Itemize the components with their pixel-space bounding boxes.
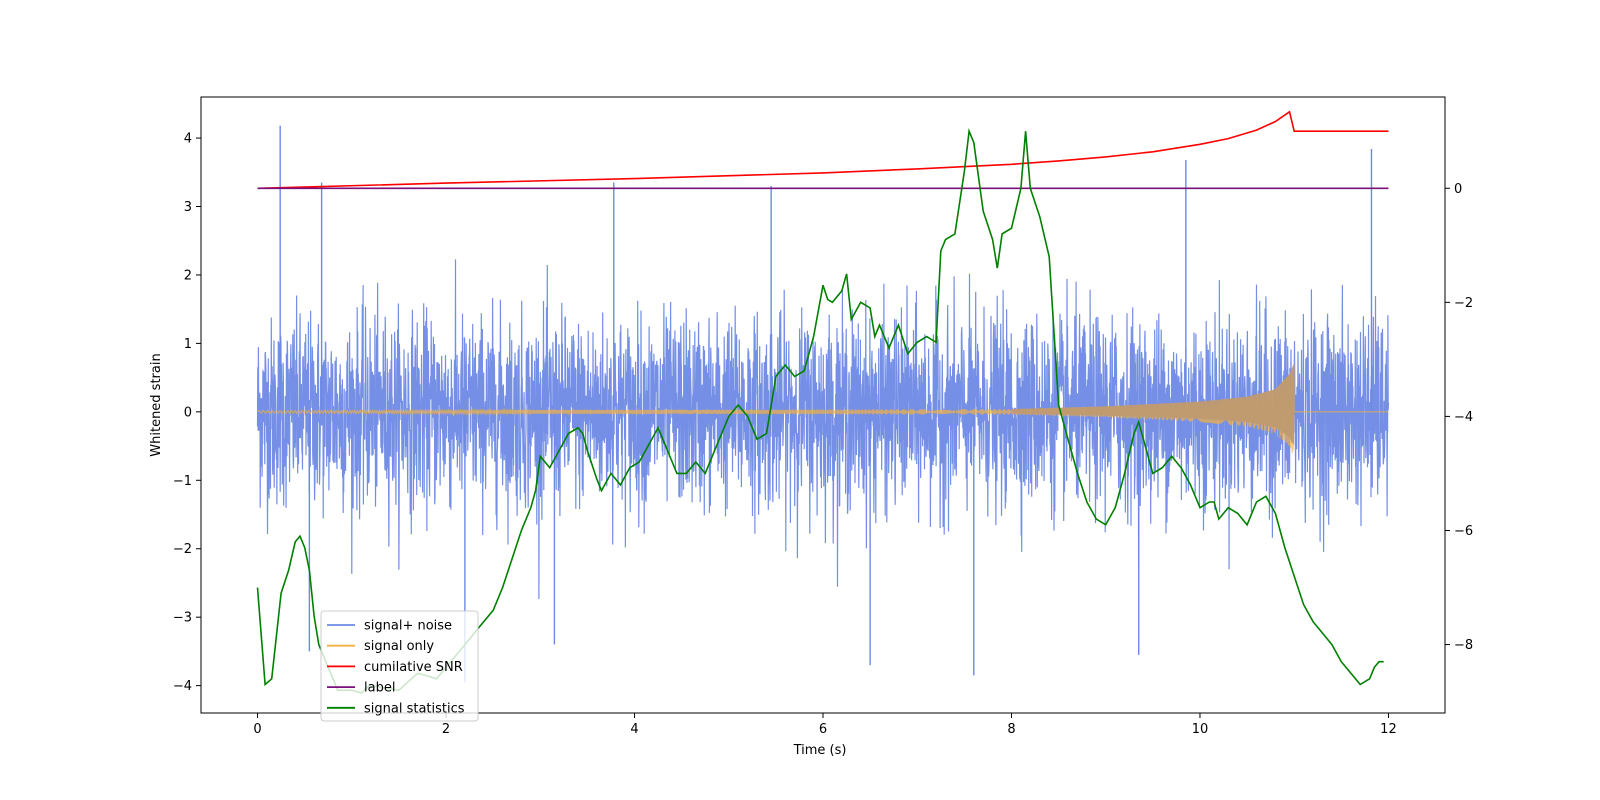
x-tick-label: 2 [442, 722, 450, 737]
y2-tick-label: −8 [1454, 638, 1473, 653]
legend-label: cumilative SNR [364, 660, 463, 675]
x-axis-label: Time (s) [793, 743, 847, 758]
x-tick-label: 6 [819, 722, 827, 737]
legend-label: signal statistics [364, 701, 465, 716]
x-tick-label: 10 [1192, 722, 1209, 737]
legend-label: signal+ noise [364, 619, 452, 634]
x-tick-label: 0 [253, 722, 261, 737]
y-tick-label: 1 [184, 337, 192, 352]
x-tick-label: 12 [1380, 722, 1397, 737]
y2-tick-label: −4 [1454, 410, 1473, 425]
y2-tick-label: −2 [1454, 296, 1473, 311]
legend-label: signal only [364, 639, 434, 654]
y-tick-label: −4 [173, 679, 192, 694]
y-tick-label: −2 [173, 542, 192, 557]
y-tick-label: −3 [173, 611, 192, 626]
legend-label: label [364, 681, 395, 696]
y2-tick-label: 0 [1454, 182, 1462, 197]
x-tick-label: 8 [1007, 722, 1015, 737]
y-tick-label: −1 [173, 474, 192, 489]
x-tick-label: 4 [630, 722, 638, 737]
legend: signal+ noise signal only cumilative SNR la… [321, 611, 478, 721]
y-tick-label: 2 [184, 268, 192, 283]
y-tick-label: 0 [184, 405, 192, 420]
y-tick-label: 3 [184, 200, 192, 215]
y-tick-label: 4 [184, 132, 192, 147]
y2-tick-label: −6 [1454, 524, 1473, 539]
y-axis-label: Whitened strain [149, 353, 164, 456]
